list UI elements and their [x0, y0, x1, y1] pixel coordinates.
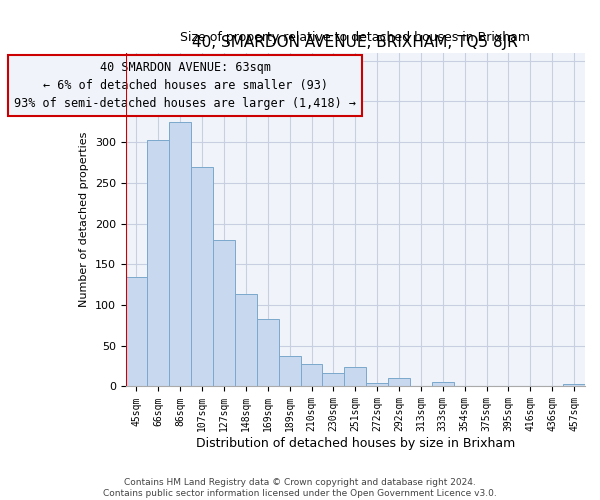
Bar [191, 166, 213, 386]
Bar [322, 372, 344, 386]
Title: 40, SMARDON AVENUE, BRIXHAM, TQ5 8JR: 40, SMARDON AVENUE, BRIXHAM, TQ5 8JR [193, 35, 518, 50]
Text: Size of property relative to detached houses in Brixham: Size of property relative to detached ho… [180, 32, 530, 44]
Bar [366, 383, 388, 386]
Bar [125, 276, 148, 386]
Bar [563, 384, 585, 386]
Bar [344, 367, 366, 386]
Bar [169, 122, 191, 386]
Bar [235, 294, 257, 386]
Bar [278, 356, 301, 386]
Bar [148, 140, 169, 386]
Bar [257, 319, 278, 386]
Text: Contains HM Land Registry data © Crown copyright and database right 2024.
Contai: Contains HM Land Registry data © Crown c… [103, 478, 497, 498]
Bar [432, 382, 454, 386]
Bar [213, 240, 235, 386]
Text: 40 SMARDON AVENUE: 63sqm
← 6% of detached houses are smaller (93)
93% of semi-de: 40 SMARDON AVENUE: 63sqm ← 6% of detache… [14, 61, 356, 110]
X-axis label: Distribution of detached houses by size in Brixham: Distribution of detached houses by size … [196, 437, 515, 450]
Bar [301, 364, 322, 386]
Y-axis label: Number of detached properties: Number of detached properties [79, 132, 89, 307]
Bar [388, 378, 410, 386]
